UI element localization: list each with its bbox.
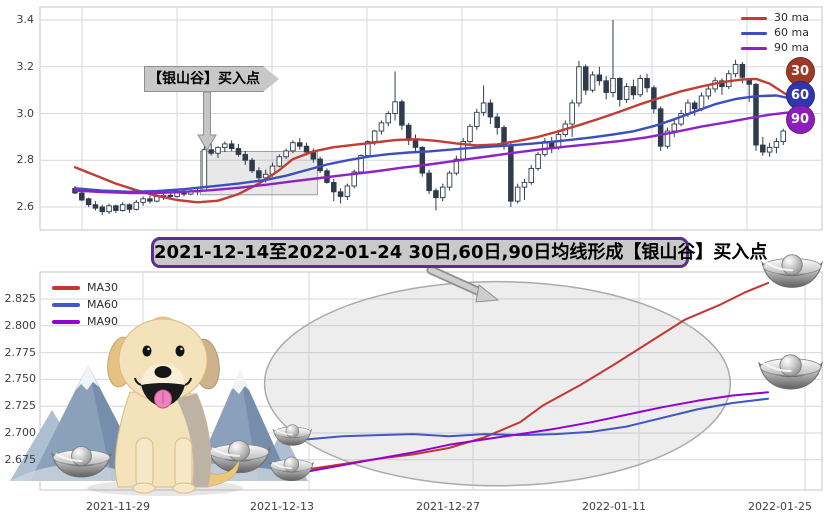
- golden-retriever-puppy-icon: [87, 316, 243, 496]
- banner-arrow-inner: [428, 267, 485, 296]
- ma90-line-bottom: [306, 391, 770, 473]
- callout-down-arrow-icon: [197, 91, 217, 151]
- pattern-banner: 2021-12-14至2022-01-24 30日,60日,90日均线形成【银山…: [151, 237, 767, 268]
- annotation-arrows: [197, 91, 500, 303]
- ma1-line-top: [73, 77, 792, 204]
- banner-arrowhead: [475, 284, 500, 303]
- pattern-highlight-ellipse: [263, 280, 732, 487]
- ma2-line-top: [73, 94, 792, 193]
- ma3-line-top: [73, 111, 792, 195]
- buy-point-callout: 【银山谷】买入点: [144, 66, 264, 92]
- scenery-illustration: [10, 253, 824, 496]
- callout-right-arrow-icon: [263, 66, 279, 92]
- ma60-line-bottom: [306, 397, 770, 441]
